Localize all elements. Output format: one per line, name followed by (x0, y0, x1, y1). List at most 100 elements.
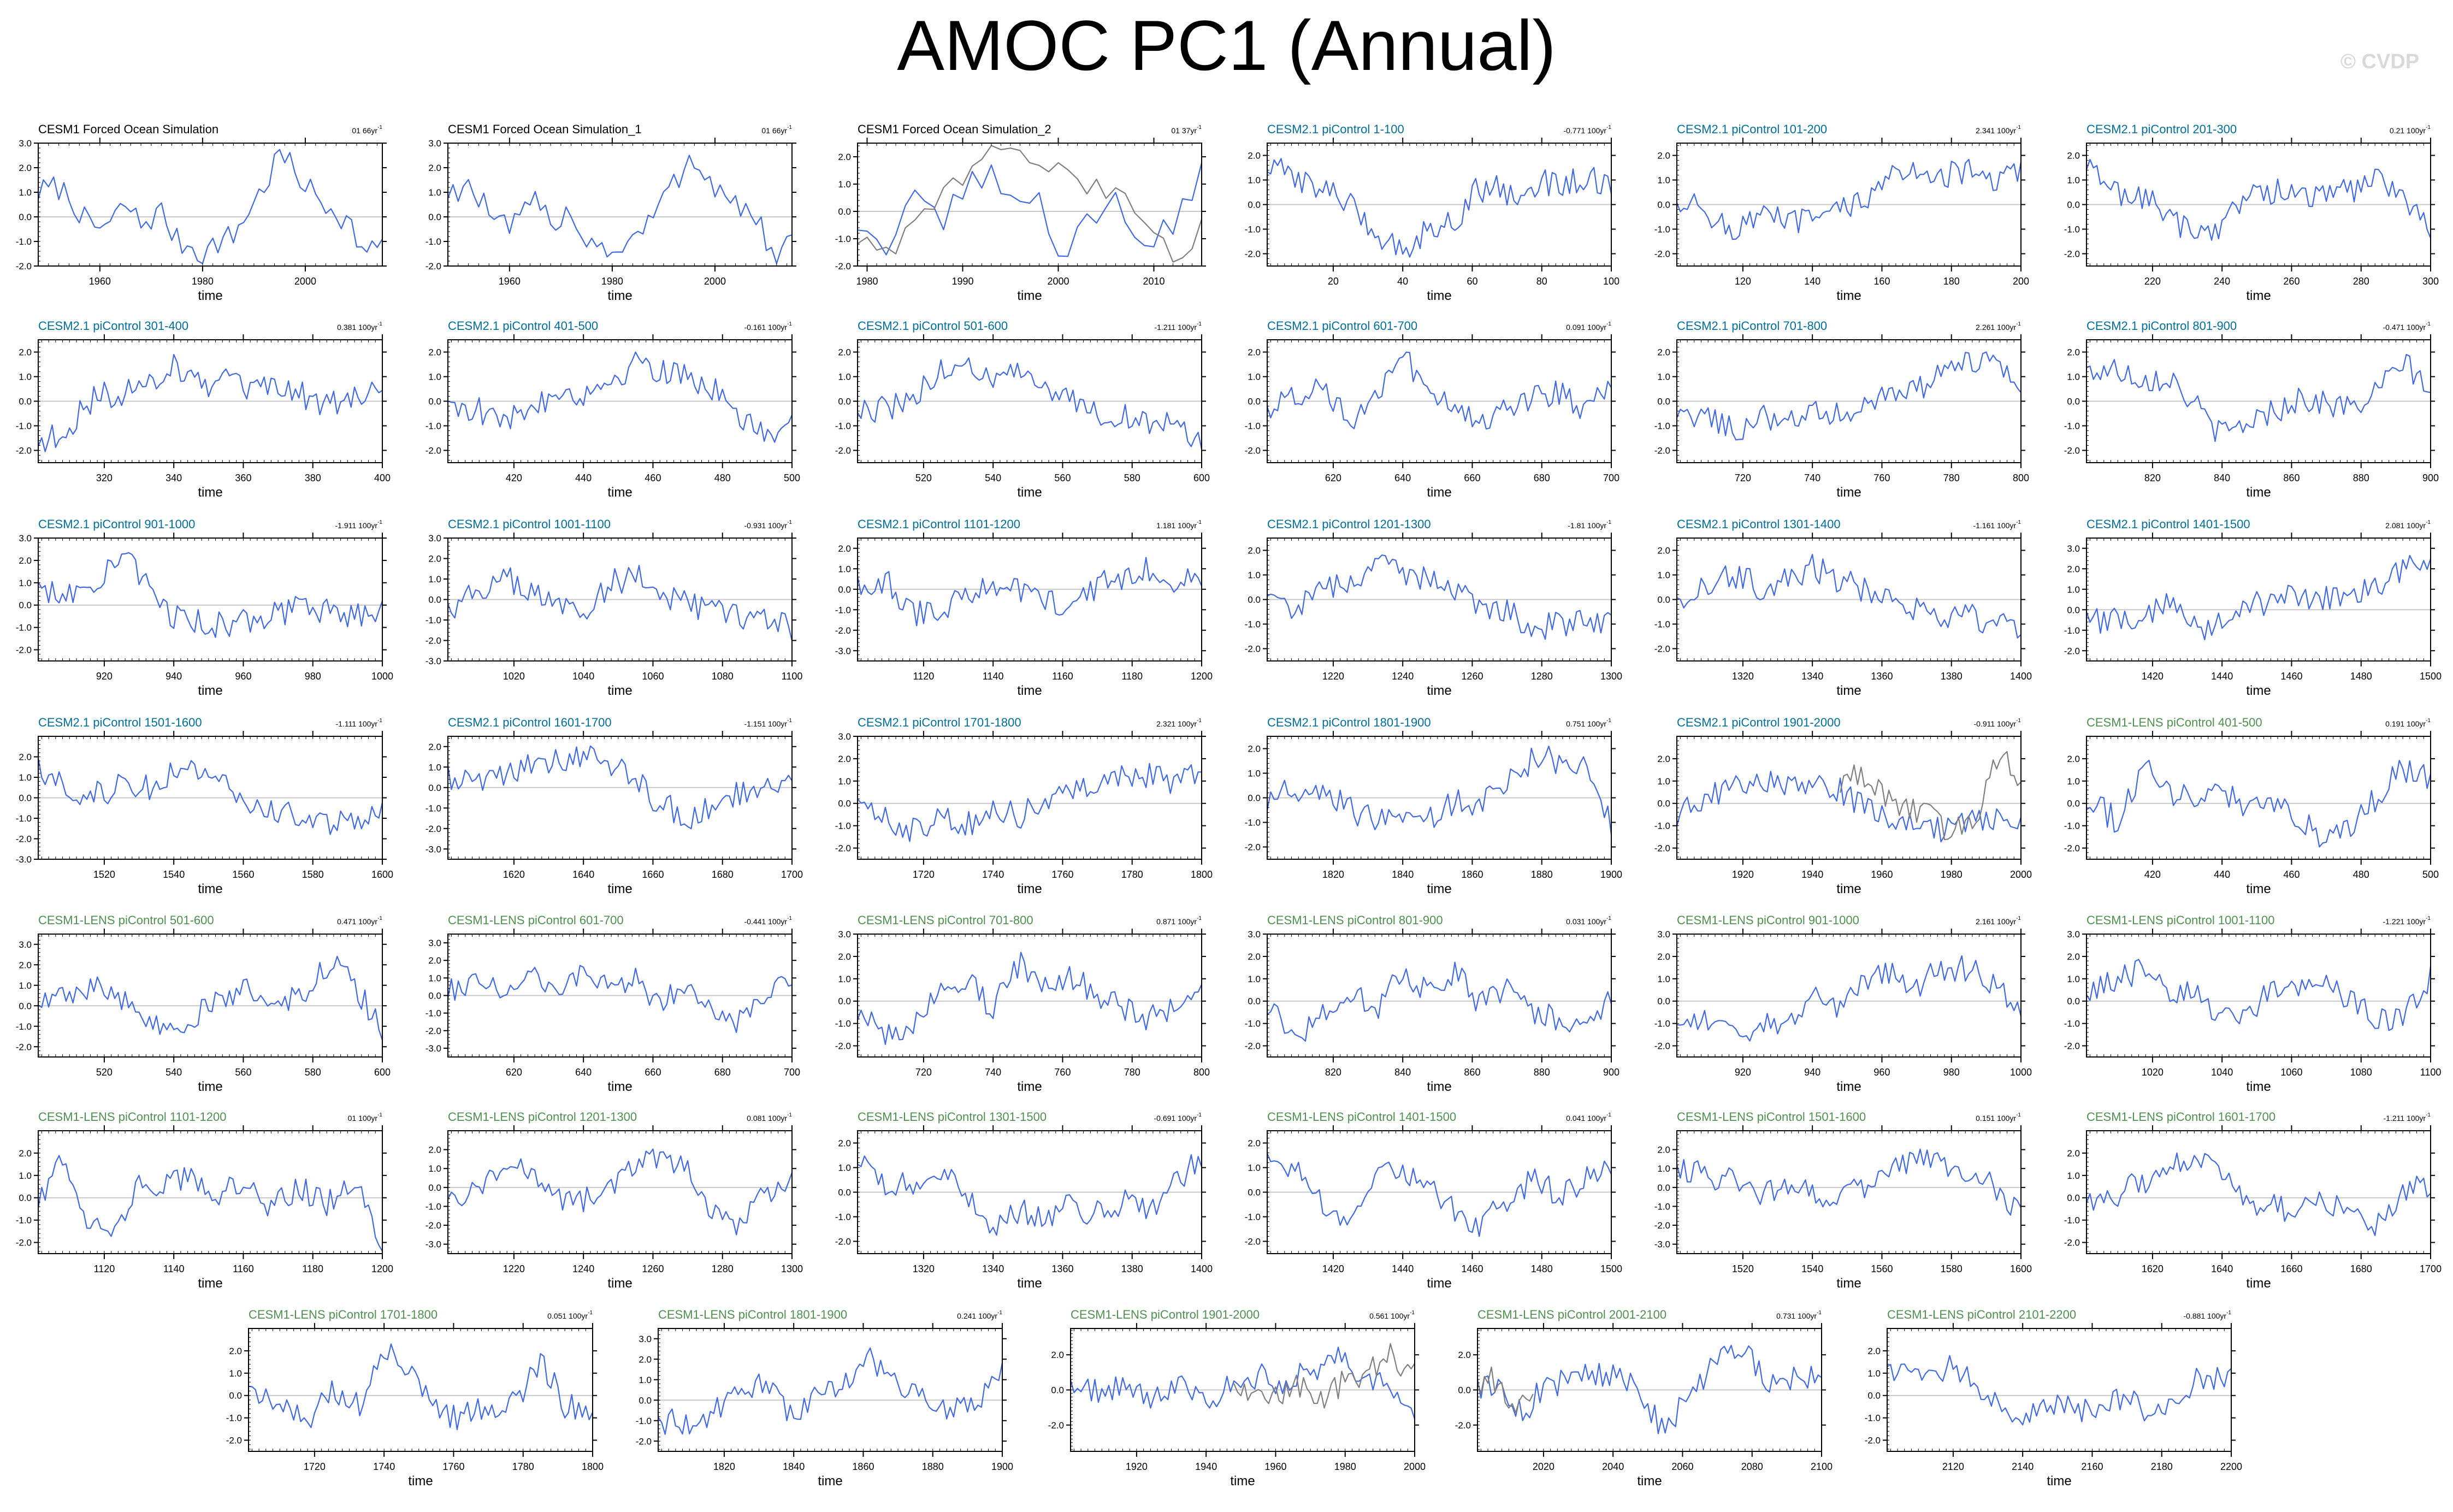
panel-19: CESM2.1 piControl 1501-1600 -1.111 100yr-… (16, 716, 393, 896)
panel-17: CESM2.1 piControl 1301-1400 -1.161 100yr-… (1654, 517, 2032, 698)
series-line (2086, 353, 2431, 442)
y-tick-label: 2.0 (1248, 151, 1261, 161)
plot-frame (38, 143, 383, 267)
x-axis-label: time (607, 288, 632, 303)
panel-title: CESM2.1 piControl 1101-1200 (858, 517, 1020, 531)
plot-frame (857, 143, 1202, 267)
series-line (1676, 158, 2022, 240)
x-tick-label: 2000 (2010, 869, 2032, 880)
y-tick-label: 2.0 (2067, 952, 2080, 962)
y-tick-label: 1.0 (2067, 584, 2080, 595)
panel-title: CESM2.1 piControl 1501-1600 (38, 716, 202, 729)
y-tick-label: 2.0 (1248, 546, 1261, 556)
series-line (447, 965, 793, 1033)
y-tick-label: -2.0 (425, 824, 441, 834)
y-tick-label: 1.0 (1657, 974, 1670, 984)
x-axis-label: time (1017, 683, 1042, 698)
x-tick-label: 1540 (163, 869, 185, 880)
y-tick-label: -2.0 (1245, 644, 1261, 654)
x-tick-label: 1780 (1121, 869, 1143, 880)
plot-frame (857, 934, 1202, 1058)
y-tick-label: -1.0 (1654, 619, 1670, 630)
x-tick-label: 1020 (503, 671, 525, 682)
x-tick-label: 1600 (371, 869, 393, 880)
y-tick-label: 2.0 (838, 952, 851, 962)
x-tick-label: 600 (374, 1067, 391, 1078)
series-line (1267, 554, 1612, 640)
x-axis-label: time (1836, 485, 1861, 500)
y-tick-label: 3.0 (2067, 544, 2080, 554)
x-tick-label: 1980 (1941, 869, 1963, 880)
y-tick-label: -2.0 (1654, 446, 1670, 456)
panel-26: CESM1-LENS piControl 601-700 -0.441 100yr… (425, 913, 800, 1094)
y-tick-label: 0.0 (428, 595, 441, 605)
y-tick-label: 2.0 (1657, 952, 1670, 962)
x-tick-label: 240 (2214, 276, 2230, 287)
plot-frame (447, 143, 793, 267)
trend-label: -1.151 100yr-1 (744, 718, 792, 728)
x-axis-label: time (1836, 882, 1861, 896)
y-tick-label: 2.0 (2067, 347, 2080, 358)
trend-superscript: -1 (377, 1112, 382, 1118)
y-tick-label: -1.0 (835, 421, 851, 432)
x-tick-label: 980 (1943, 1067, 1960, 1078)
x-axis-label: time (1836, 1079, 1861, 1094)
y-tick-label: -1.0 (425, 1008, 441, 1019)
y-tick-label: -1.0 (2064, 225, 2080, 235)
y-tick-label: 1.0 (19, 578, 32, 588)
trend-superscript: -1 (2426, 718, 2431, 724)
panel-3: CESM1 Forced Ocean Simulation_2 01 37yr-1… (835, 122, 1206, 303)
x-tick-label: 1040 (572, 671, 594, 682)
y-tick-label: -2.0 (16, 1042, 32, 1052)
x-tick-label: 1000 (2010, 1067, 2032, 1078)
y-tick-label: -2.0 (1245, 249, 1261, 259)
y-tick-label: 0.0 (1657, 595, 1670, 605)
series-line (2086, 959, 2432, 1031)
x-tick-label: 1980 (601, 276, 623, 287)
panel-6: CESM2.1 piControl 201-300 0.21 100yr-1 2.0… (2064, 122, 2439, 303)
x-tick-label: 1700 (781, 869, 803, 880)
y-tick-label: -1.0 (1654, 821, 1670, 831)
x-tick-label: 1620 (503, 869, 525, 880)
series-line (857, 162, 1203, 257)
x-tick-label: 1900 (1600, 869, 1622, 880)
comparison-series-line (1840, 751, 2021, 841)
x-tick-label: 740 (1804, 472, 1820, 483)
x-tick-label: 600 (1193, 472, 1210, 483)
y-tick-label: 1.0 (1248, 974, 1261, 984)
y-tick-label: 3.0 (19, 940, 32, 950)
x-tick-label: 1760 (1051, 869, 1073, 880)
panel-30: CESM1-LENS piControl 1001-1100 -1.221 100… (2064, 913, 2442, 1094)
y-tick-label: 2.0 (19, 163, 32, 173)
panel-title: CESM2.1 piControl 301-400 (38, 319, 188, 333)
x-tick-label: 460 (2283, 869, 2300, 880)
x-tick-label: 1080 (2350, 1067, 2372, 1078)
panel-title: CESM1-LENS piControl 1101-1200 (38, 1110, 226, 1124)
panel-15: CESM2.1 piControl 1101-1200 1.181 100yr-1… (835, 517, 1213, 698)
y-tick-label: -1.0 (2064, 421, 2080, 432)
x-axis-label: time (198, 683, 222, 698)
y-tick-label: -2.0 (2064, 646, 2080, 656)
x-tick-label: 960 (235, 671, 251, 682)
x-axis-label: time (1017, 882, 1042, 896)
x-tick-label: 1640 (572, 869, 594, 880)
x-tick-label: 380 (305, 472, 321, 483)
y-tick-label: 0.0 (19, 1001, 32, 1011)
y-tick-label: -2.0 (835, 446, 851, 456)
x-tick-label: 940 (1804, 1067, 1820, 1078)
y-tick-label: -2.0 (2064, 446, 2080, 456)
y-tick-label: -1.0 (425, 421, 441, 432)
trend-label: -0.471 100yr-1 (2383, 321, 2431, 332)
x-axis-label: time (607, 1079, 632, 1094)
y-tick-label: 0.0 (19, 212, 32, 222)
x-tick-label: 1380 (1941, 671, 1963, 682)
x-tick-label: 1840 (1392, 869, 1414, 880)
x-tick-label: 1860 (1461, 869, 1483, 880)
y-tick-label: 1.0 (1657, 570, 1670, 581)
x-tick-label: 880 (1534, 1067, 1550, 1078)
y-tick-label: -3.0 (425, 844, 441, 854)
y-tick-label: 2.0 (19, 556, 32, 566)
trend-superscript: -1 (1197, 519, 1202, 525)
y-tick-label: 2.0 (19, 752, 32, 763)
x-tick-label: 140 (1804, 276, 1820, 287)
